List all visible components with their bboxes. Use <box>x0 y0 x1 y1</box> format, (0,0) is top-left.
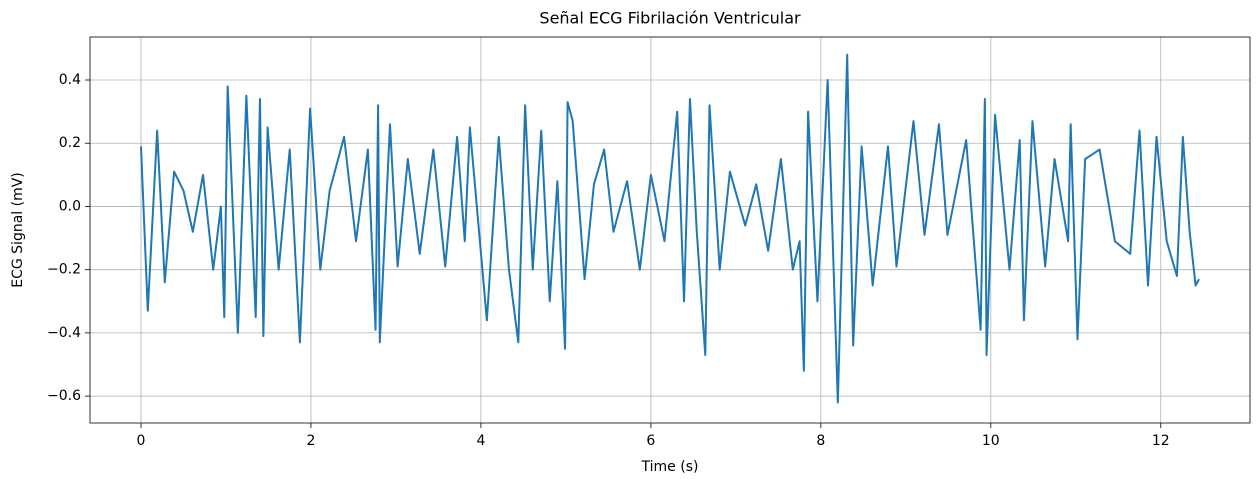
y-tick-label: 0.2 <box>59 135 81 151</box>
chart-title: Señal ECG Fibrilación Ventricular <box>539 9 801 28</box>
y-axis-label: ECG Signal (mV) <box>10 172 26 288</box>
ecg-line <box>139 53 1200 404</box>
x-tick-label: 10 <box>982 433 1000 449</box>
x-tick-label: 2 <box>306 433 315 449</box>
x-tick-label: 12 <box>1152 433 1170 449</box>
y-tick-label: −0.2 <box>47 262 81 278</box>
y-tick-label: 0.4 <box>59 72 81 88</box>
plot-frame <box>89 36 1251 424</box>
x-tick-label: 6 <box>646 433 655 449</box>
x-axis-label: Time (s) <box>641 459 699 475</box>
x-tick-label: 0 <box>137 433 146 449</box>
y-tick-label: 0.0 <box>59 198 81 214</box>
x-tick-label: 4 <box>476 433 485 449</box>
x-tick-label: 8 <box>816 433 825 449</box>
y-tick-label: −0.6 <box>47 388 81 404</box>
y-tick-label: −0.4 <box>47 325 81 341</box>
